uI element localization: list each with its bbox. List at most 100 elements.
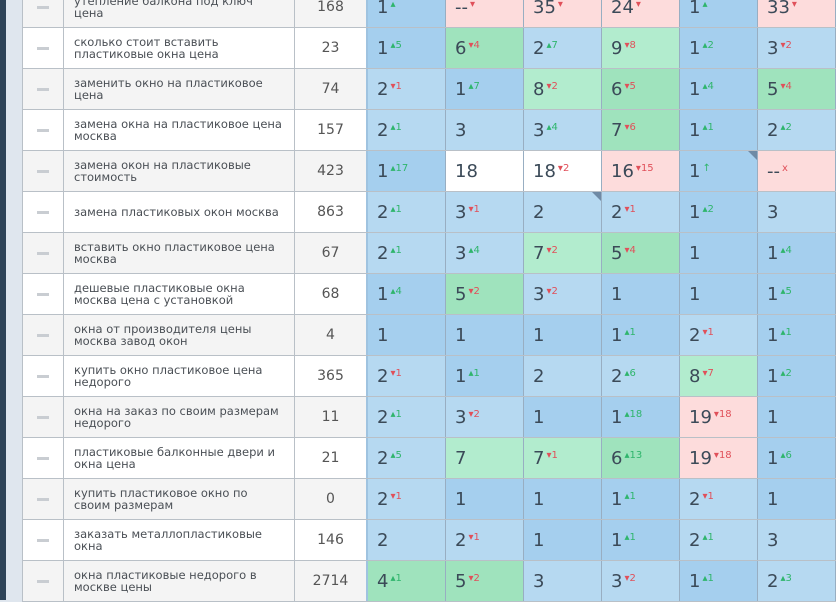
position-cell[interactable]: 1 — [758, 397, 836, 437]
position-cell[interactable]: 2 ▾1 — [368, 479, 446, 519]
position-cell[interactable]: 1 ▴1 — [602, 315, 680, 355]
position-cell[interactable]: 2 — [524, 356, 602, 396]
position-cell[interactable]: 2 ▴1 — [368, 233, 446, 273]
position-cell[interactable]: 35 ▾ — [524, 0, 602, 27]
position-cell[interactable]: 2 ▾1 — [602, 192, 680, 232]
position-cell[interactable]: 1 — [524, 315, 602, 355]
position-cell[interactable]: 4 ▴1 — [368, 561, 446, 601]
position-cell[interactable]: 2 ▾1 — [368, 69, 446, 109]
position-cell[interactable]: 1 — [524, 397, 602, 437]
position-cell[interactable]: 2 — [368, 520, 446, 560]
position-cell[interactable]: 6 ▾4 — [446, 28, 524, 68]
position-cell[interactable]: 3 ▴4 — [524, 110, 602, 150]
position-cell[interactable]: 3 — [524, 561, 602, 601]
position-cell[interactable]: 1 ▴4 — [680, 69, 758, 109]
position-cell[interactable]: 5 ▾4 — [758, 69, 836, 109]
position-cell[interactable]: 1 ▴5 — [758, 274, 836, 314]
position-cell[interactable]: 5 ▾2 — [446, 561, 524, 601]
position-cell[interactable]: 1 ↑ — [680, 151, 758, 191]
position-cell[interactable]: 3 — [758, 192, 836, 232]
position-cell[interactable]: 8 ▾2 — [524, 69, 602, 109]
position-cell[interactable]: 1 ▴1 — [602, 520, 680, 560]
position-cell[interactable]: 19 ▾18 — [680, 438, 758, 478]
drag-handle[interactable] — [22, 438, 64, 478]
position-cell[interactable]: 7 ▾1 — [524, 438, 602, 478]
drag-handle[interactable] — [22, 397, 64, 437]
position-cell[interactable]: 1 — [446, 315, 524, 355]
position-cell[interactable]: 3 ▾2 — [602, 561, 680, 601]
position-cell[interactable]: 2 ▾1 — [368, 356, 446, 396]
drag-handle[interactable] — [22, 479, 64, 519]
drag-handle[interactable] — [22, 520, 64, 560]
position-cell[interactable]: 2 — [524, 192, 602, 232]
position-cell[interactable]: 1 ▴1 — [602, 479, 680, 519]
position-cell[interactable]: 2 ▴6 — [602, 356, 680, 396]
position-cell[interactable]: 1 — [368, 315, 446, 355]
position-cell[interactable]: 3 — [446, 110, 524, 150]
position-cell[interactable]: 9 ▾8 — [602, 28, 680, 68]
position-cell[interactable]: 3 ▾2 — [758, 28, 836, 68]
position-cell[interactable]: 3 ▴4 — [446, 233, 524, 273]
position-cell[interactable]: 1 ▴5 — [368, 28, 446, 68]
position-cell[interactable]: 5 ▾4 — [602, 233, 680, 273]
position-cell[interactable]: 2 ▴1 — [680, 520, 758, 560]
position-cell[interactable]: 3 ▾1 — [446, 192, 524, 232]
position-cell[interactable]: 1 ▴1 — [446, 356, 524, 396]
position-cell[interactable]: 3 ▾2 — [446, 397, 524, 437]
position-cell[interactable]: 2 ▴3 — [758, 561, 836, 601]
position-cell[interactable]: 19 ▾18 — [680, 397, 758, 437]
position-cell[interactable]: 6 ▾5 — [602, 69, 680, 109]
position-cell[interactable]: 1 ▴1 — [680, 561, 758, 601]
position-cell[interactable]: 1 ▴2 — [758, 356, 836, 396]
position-cell[interactable]: 8 ▾7 — [680, 356, 758, 396]
position-cell[interactable]: 5 ▾2 — [446, 274, 524, 314]
position-cell[interactable]: 2 ▴1 — [368, 192, 446, 232]
position-cell[interactable]: 1 — [524, 479, 602, 519]
position-cell[interactable]: -- ▾ — [446, 0, 524, 27]
position-cell[interactable]: 1 — [602, 274, 680, 314]
position-cell[interactable]: 1 — [680, 233, 758, 273]
position-cell[interactable]: 2 ▴1 — [368, 397, 446, 437]
drag-handle[interactable] — [22, 192, 64, 232]
drag-handle[interactable] — [22, 69, 64, 109]
drag-handle[interactable] — [22, 274, 64, 314]
position-cell[interactable]: 18 ▾2 — [524, 151, 602, 191]
position-cell[interactable]: 1 ▴17 — [368, 151, 446, 191]
position-cell[interactable]: 1 — [680, 274, 758, 314]
position-cell[interactable]: 2 ▾1 — [446, 520, 524, 560]
position-cell[interactable]: 2 ▴1 — [368, 110, 446, 150]
position-cell[interactable]: 7 ▾2 — [524, 233, 602, 273]
position-cell[interactable]: 1 ▴ — [368, 0, 446, 27]
position-cell[interactable]: 2 ▾1 — [680, 479, 758, 519]
position-cell[interactable]: 1 — [758, 479, 836, 519]
position-cell[interactable]: -- x — [758, 151, 836, 191]
position-cell[interactable]: 2 ▾1 — [680, 315, 758, 355]
position-cell[interactable]: 3 ▾2 — [524, 274, 602, 314]
drag-handle[interactable] — [22, 110, 64, 150]
position-cell[interactable]: 1 ▴7 — [446, 69, 524, 109]
drag-handle[interactable] — [22, 0, 64, 27]
position-cell[interactable]: 3 — [758, 520, 836, 560]
position-cell[interactable]: 7 ▾6 — [602, 110, 680, 150]
position-cell[interactable]: 7 — [446, 438, 524, 478]
position-cell[interactable]: 16 ▾15 — [602, 151, 680, 191]
position-cell[interactable]: 24 ▾ — [602, 0, 680, 27]
position-cell[interactable]: 1 ▴1 — [680, 110, 758, 150]
drag-handle[interactable] — [22, 561, 64, 601]
position-cell[interactable]: 6 ▴13 — [602, 438, 680, 478]
drag-handle[interactable] — [22, 28, 64, 68]
position-cell[interactable]: 18 — [446, 151, 524, 191]
position-cell[interactable]: 33 ▾ — [758, 0, 836, 27]
drag-handle[interactable] — [22, 233, 64, 273]
drag-handle[interactable] — [22, 356, 64, 396]
position-cell[interactable]: 2 ▴2 — [758, 110, 836, 150]
drag-handle[interactable] — [22, 151, 64, 191]
position-cell[interactable]: 1 — [446, 479, 524, 519]
position-cell[interactable]: 1 ▴2 — [680, 192, 758, 232]
position-cell[interactable]: 1 ▴ — [680, 0, 758, 27]
position-cell[interactable]: 1 ▴18 — [602, 397, 680, 437]
drag-handle[interactable] — [22, 315, 64, 355]
position-cell[interactable]: 1 ▴6 — [758, 438, 836, 478]
position-cell[interactable]: 1 ▴2 — [680, 28, 758, 68]
position-cell[interactable]: 2 ▴5 — [368, 438, 446, 478]
